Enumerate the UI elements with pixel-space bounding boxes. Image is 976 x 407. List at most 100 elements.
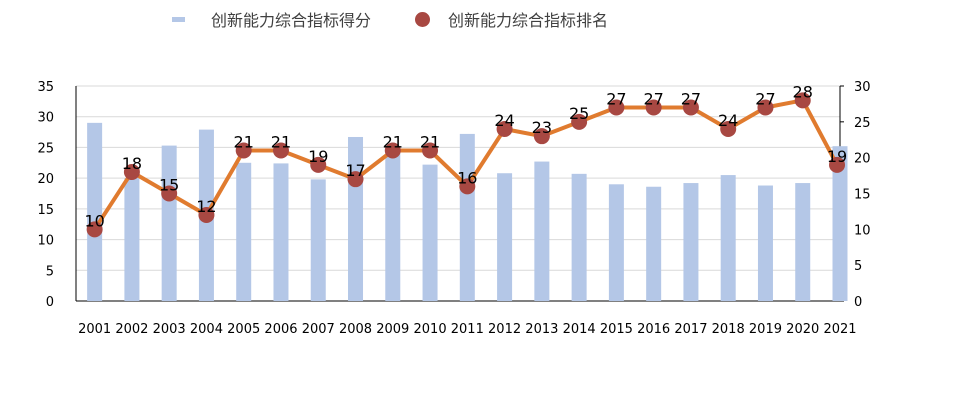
bar xyxy=(385,149,401,301)
x-tick-label: 2008 xyxy=(339,322,372,337)
legend-item-score: 创新能力综合指标得分 xyxy=(172,7,371,31)
y-left-tick-label: 35 xyxy=(37,80,54,95)
rank-data-label: 16 xyxy=(457,168,477,187)
bar xyxy=(832,146,848,301)
y-left-tick-label: 30 xyxy=(37,111,54,126)
rank-data-label: 19 xyxy=(827,147,847,166)
rank-data-label: 27 xyxy=(606,90,626,109)
y-left-tick-label: 10 xyxy=(37,234,54,249)
bar xyxy=(310,179,326,301)
rank-marker xyxy=(235,142,252,159)
x-tick-label: 2009 xyxy=(376,322,409,337)
rank-data-label: 12 xyxy=(196,197,216,216)
y-left-tick-label: 15 xyxy=(37,203,54,218)
legend-label-rank: 创新能力综合指标排名 xyxy=(448,11,609,30)
x-tick-label: 2010 xyxy=(414,322,447,337)
y-right-tick-label: 20 xyxy=(854,152,871,167)
rank-data-label: 10 xyxy=(84,211,104,230)
y-right-tick-label: 10 xyxy=(854,223,871,238)
rank-data-label: 24 xyxy=(494,111,514,130)
bar xyxy=(273,163,289,301)
bar xyxy=(497,173,513,301)
x-tick-label: 2021 xyxy=(823,322,856,337)
bar xyxy=(161,145,177,301)
rank-marker xyxy=(757,99,774,116)
x-tick-label: 2007 xyxy=(302,322,335,337)
x-tick-label: 2018 xyxy=(712,322,745,337)
rank-marker xyxy=(161,185,178,202)
bar xyxy=(236,162,252,301)
rank-data-label: 27 xyxy=(681,90,701,109)
x-tick-label: 2003 xyxy=(153,322,186,337)
rank-marker xyxy=(422,142,439,159)
y-left-tick-label: 0 xyxy=(46,295,54,310)
x-tick-label: 2011 xyxy=(451,322,484,337)
legend-item-rank: 创新能力综合指标排名 xyxy=(415,7,608,31)
rank-data-label: 15 xyxy=(159,176,179,195)
rank-marker xyxy=(347,171,364,188)
rank-marker xyxy=(384,142,401,159)
bar xyxy=(459,133,475,301)
rank-data-label: 21 xyxy=(271,133,291,152)
legend: 创新能力综合指标得分 创新能力综合指标排名 xyxy=(172,6,652,32)
y-right-tick-label: 5 xyxy=(854,259,862,274)
rank-marker xyxy=(829,156,846,173)
rank-marker xyxy=(459,178,476,195)
bar xyxy=(608,184,624,301)
bar xyxy=(422,164,438,301)
bar xyxy=(87,122,103,301)
rank-marker xyxy=(645,99,662,116)
x-tick-label: 2006 xyxy=(264,322,297,337)
rank-data-label: 19 xyxy=(308,147,328,166)
rank-data-label: 21 xyxy=(234,133,254,152)
bar xyxy=(571,173,587,301)
x-tick-label: 2012 xyxy=(488,322,521,337)
x-tick-label: 2004 xyxy=(190,322,223,337)
rank-marker xyxy=(682,99,699,116)
rank-marker xyxy=(198,207,215,223)
y-right-tick-label: 15 xyxy=(854,188,871,203)
rank-marker xyxy=(272,142,289,159)
rank-marker xyxy=(608,99,625,116)
y-right-tick-label: 25 xyxy=(854,116,871,131)
rank-marker xyxy=(123,164,140,180)
legend-dot-swatch xyxy=(415,11,431,27)
legend-label-score: 创新能力综合指标得分 xyxy=(211,11,372,30)
bar xyxy=(683,183,699,301)
x-tick-label: 2005 xyxy=(227,322,260,337)
y-left-tick-label: 5 xyxy=(46,264,54,279)
rank-marker xyxy=(720,121,737,137)
rank-data-label: 24 xyxy=(718,111,738,130)
rank-data-label: 27 xyxy=(643,90,663,109)
bar xyxy=(720,175,736,301)
legend-bar-swatch xyxy=(172,16,185,22)
x-tick-label: 2001 xyxy=(78,322,111,337)
rank-marker xyxy=(533,128,550,145)
x-tick-label: 2019 xyxy=(749,322,782,337)
rank-marker xyxy=(571,113,588,130)
bar xyxy=(124,178,140,301)
x-tick-label: 2013 xyxy=(525,322,558,337)
rank-data-label: 27 xyxy=(755,90,775,109)
rank-data-label: 25 xyxy=(569,104,589,123)
rank-marker xyxy=(794,92,811,109)
rank-data-label: 23 xyxy=(532,118,552,137)
rank-data-label: 18 xyxy=(122,154,142,173)
rank-marker xyxy=(496,121,513,137)
y-right-tick-label: 0 xyxy=(854,295,862,310)
bar xyxy=(757,185,773,301)
y-right-tick-label: 30 xyxy=(854,80,871,95)
rank-data-label: 28 xyxy=(793,82,813,101)
bar xyxy=(795,183,811,301)
x-tick-label: 2015 xyxy=(600,322,633,337)
rank-marker xyxy=(310,156,327,173)
y-left-tick-label: 20 xyxy=(37,172,54,187)
rank-data-label: 21 xyxy=(383,133,403,152)
x-tick-label: 2020 xyxy=(786,322,819,337)
x-tick-label: 2014 xyxy=(563,322,596,337)
bar xyxy=(646,186,662,301)
y-left-tick-label: 25 xyxy=(37,141,54,156)
rank-data-label: 21 xyxy=(420,133,440,152)
